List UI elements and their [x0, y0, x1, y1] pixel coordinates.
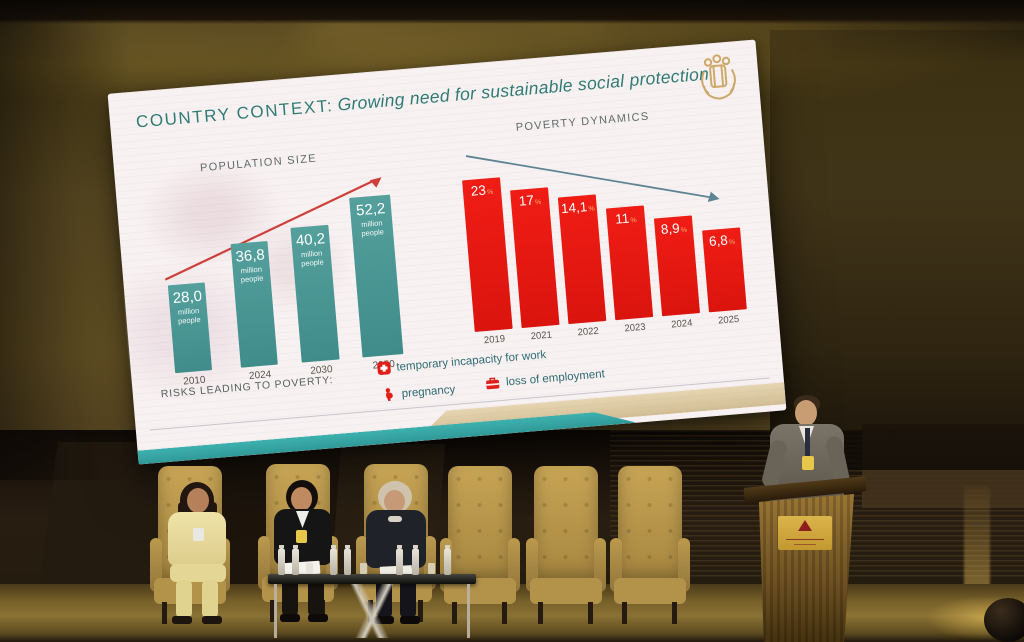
- shoe: [172, 616, 192, 624]
- poverty-bar: 8,9%: [653, 215, 700, 317]
- ceiling: [0, 0, 1024, 24]
- tie: [805, 428, 810, 456]
- plaque-script-line: [786, 534, 824, 540]
- legend-label: pregnancy: [401, 383, 456, 400]
- up-trend-arrow-icon: [164, 177, 382, 281]
- medical-cross-icon: [376, 361, 392, 376]
- coffee-table: [268, 545, 476, 640]
- badge: [193, 528, 204, 541]
- face: [291, 487, 312, 511]
- water-bottle: [444, 545, 451, 575]
- plaque-script-line: [794, 541, 816, 545]
- pregnancy-icon: [385, 388, 393, 401]
- bar-value: 11: [614, 210, 630, 227]
- empty-chair: [610, 466, 690, 624]
- water-bottle: [278, 545, 285, 575]
- legend-item: pregnancy: [383, 382, 456, 403]
- projection-slide: COUNTRY CONTEXT: Growing need for sustai…: [107, 39, 787, 464]
- empty-chair: [526, 466, 606, 624]
- bar-year: 2025: [717, 313, 740, 327]
- bar-value: 40,2: [295, 230, 326, 250]
- bar-unit: %: [630, 217, 637, 225]
- water-bottle: [412, 545, 419, 575]
- left-wall-shadow: [0, 0, 130, 480]
- badge: [802, 456, 814, 470]
- bar-unit: million people: [300, 248, 325, 268]
- bar-unit: million people: [360, 218, 385, 238]
- bar-value: 23: [470, 182, 487, 199]
- shoe: [202, 616, 222, 624]
- hotel-logo-icon: [798, 520, 812, 531]
- audience-head: [984, 598, 1024, 642]
- water-bottle: [330, 545, 337, 575]
- face: [187, 488, 209, 513]
- podium-plaque: [778, 516, 832, 550]
- bar-year: 2019: [483, 333, 506, 347]
- poverty-chart-title: POVERTY DYNAMICS: [515, 110, 650, 134]
- bar-value: 6,8: [708, 232, 729, 250]
- bar-unit: %: [728, 238, 736, 247]
- bar-unit: %: [486, 188, 494, 197]
- badge: [296, 530, 307, 543]
- podium: [743, 474, 867, 642]
- glass-table-top: [268, 574, 476, 584]
- bar-value: 28,0: [172, 287, 203, 308]
- water-bottle: [396, 545, 403, 575]
- bar-value: 14,1: [560, 199, 588, 217]
- bar-year: 2022: [577, 325, 600, 339]
- poverty-bar: 11%: [605, 205, 654, 321]
- water-glass: [428, 563, 435, 574]
- population-bar: 28,0 million people: [167, 282, 213, 374]
- water-bottle: [292, 545, 299, 575]
- water-bottle: [344, 545, 351, 575]
- water-glass: [360, 563, 367, 574]
- slide-title-emphasis: Growing need for sustainable social prot…: [336, 63, 710, 115]
- necklace: [388, 516, 402, 522]
- bar-unit: %: [680, 226, 688, 235]
- bar-year: 2024: [670, 317, 693, 331]
- bar-value: 17: [518, 192, 535, 209]
- bar-unit: million people: [177, 305, 201, 326]
- bar-unit: %: [534, 198, 542, 207]
- briefcase-icon: [486, 377, 500, 390]
- legend-item: loss of employment: [485, 367, 606, 390]
- legend-label: loss of employment: [505, 367, 606, 388]
- bar-unit: %: [588, 205, 595, 214]
- bar-value: 36,8: [234, 246, 266, 266]
- bar-unit: million people: [240, 264, 264, 284]
- water-glass: [306, 563, 313, 574]
- down-trend-arrow-icon: [465, 155, 720, 203]
- bar-value: 8,9: [660, 220, 681, 238]
- chrome-table-frame: [274, 584, 470, 638]
- face: [384, 490, 405, 513]
- panelist-yellow-suit: [152, 482, 248, 636]
- poverty-bar: 6,8%: [702, 227, 747, 313]
- bar-year: 2021: [530, 329, 553, 343]
- gold-crest-icon: [701, 54, 736, 100]
- bar-value: 52,2: [355, 200, 386, 220]
- bar-year: 2023: [624, 321, 647, 335]
- face: [795, 400, 817, 426]
